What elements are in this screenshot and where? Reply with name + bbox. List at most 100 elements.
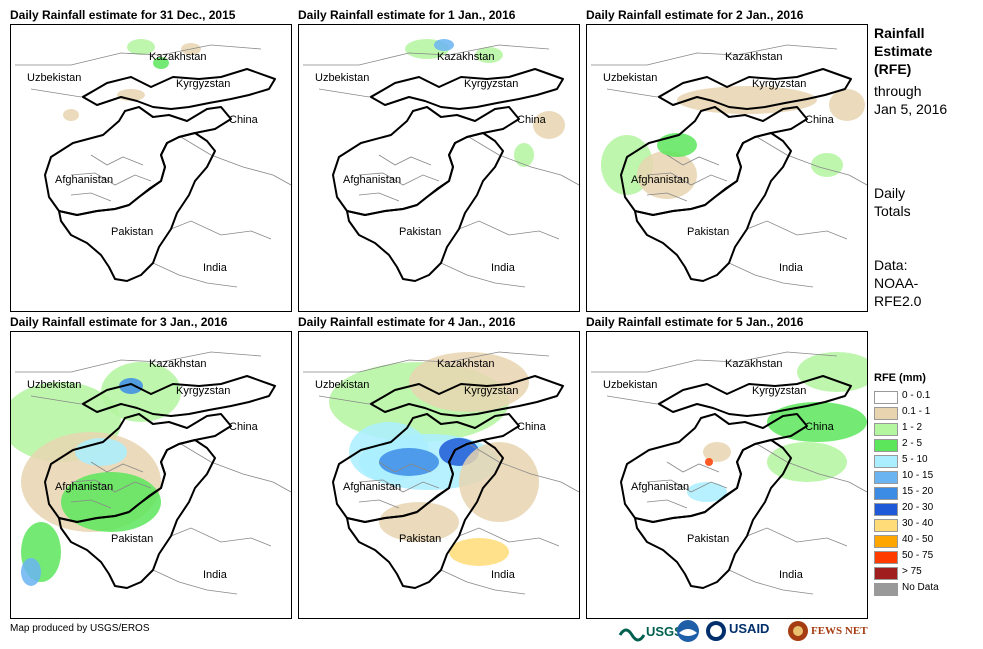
rainfall-area bbox=[657, 133, 697, 157]
pakistan-outline bbox=[58, 439, 216, 589]
legend-swatch bbox=[874, 583, 898, 596]
kyrgyzstan-tajikistan-outline bbox=[370, 375, 564, 417]
country-label-uzbekistan: Uzbekistan bbox=[315, 379, 370, 391]
country-label-uzbekistan: Uzbekistan bbox=[603, 379, 658, 391]
rfe-title-3: (RFE) bbox=[874, 61, 912, 77]
fews-net-logo: FEWS NET bbox=[788, 619, 868, 643]
map-canvas bbox=[591, 44, 867, 288]
noaa-logo bbox=[676, 619, 702, 643]
totals-label: Totals bbox=[874, 203, 911, 219]
rainfall-area bbox=[829, 89, 865, 121]
legend-swatch bbox=[874, 391, 898, 404]
rainfall-area bbox=[703, 442, 731, 462]
legend-swatch bbox=[874, 567, 898, 580]
admin-boundary bbox=[378, 154, 432, 166]
through-label: through bbox=[874, 83, 922, 99]
rainfall-area bbox=[449, 538, 509, 566]
kyrgyzstan-tajikistan-outline bbox=[658, 375, 852, 417]
admin-boundary bbox=[440, 262, 526, 288]
rainfall-area bbox=[811, 153, 843, 177]
country-label-pakistan: Pakistan bbox=[111, 533, 154, 545]
country-label-uzbekistan: Uzbekistan bbox=[603, 72, 658, 84]
panel-title: Daily Rainfall estimate for 4 Jan., 2016 bbox=[298, 315, 516, 329]
pakistan-outline bbox=[634, 132, 792, 282]
rainfall-map: Kazakhstan Uzbekistan Kyrgyzstan China Afgha… bbox=[586, 331, 868, 619]
kyrgyzstan-tajikistan-outline bbox=[82, 68, 276, 110]
admin-boundary bbox=[646, 172, 728, 186]
legend-swatch bbox=[874, 471, 898, 484]
rainfall-panel: Daily Rainfall estimate for 4 Jan., 2016… bbox=[298, 315, 584, 619]
rainfall-map: Kazakhstan Uzbekistan Kyrgyzstan China Afgha… bbox=[10, 24, 292, 312]
fews-net-logo-mark: FEWS NET bbox=[788, 621, 868, 641]
admin-boundary bbox=[358, 499, 400, 509]
legend-swatch bbox=[874, 439, 898, 452]
fews-net-logo-text: FEWS NET bbox=[811, 625, 868, 637]
admin-boundary bbox=[15, 44, 262, 66]
rainfall-area bbox=[797, 352, 867, 392]
usgs-logo-text: USGS bbox=[646, 624, 683, 639]
admin-boundary bbox=[591, 44, 838, 66]
legend-label: 0 - 0.1 bbox=[902, 390, 931, 401]
pakistan-outline bbox=[634, 439, 792, 589]
admin-boundary bbox=[378, 461, 432, 473]
country-label-china: China bbox=[517, 421, 546, 433]
panel-title: Daily Rainfall estimate for 31 Dec., 201… bbox=[10, 8, 236, 22]
admin-boundary bbox=[646, 479, 728, 493]
country-label-china: China bbox=[805, 114, 834, 126]
rainfall-panel: Daily Rainfall estimate for 31 Dec., 201… bbox=[10, 8, 296, 312]
country-label-kyrgyzstan: Kyrgyzstan bbox=[176, 78, 231, 90]
usgs-logo-mark: USGS bbox=[618, 624, 683, 642]
legend-label: 0.1 - 1 bbox=[902, 406, 931, 417]
admin-boundary bbox=[756, 136, 867, 186]
map-canvas bbox=[11, 351, 291, 595]
rainfall-map: Kazakhstan Uzbekistan Kyrgyzstan China Afgha… bbox=[298, 24, 580, 312]
rainfall-area bbox=[767, 402, 867, 442]
country-label-kazakhstan: Kazakhstan bbox=[437, 51, 495, 63]
admin-boundary bbox=[756, 443, 867, 493]
admin-boundary bbox=[646, 192, 688, 202]
admin-boundary bbox=[666, 461, 720, 473]
country-label-india: India bbox=[779, 569, 803, 581]
admin-boundary bbox=[70, 192, 112, 202]
panel-title: Daily Rainfall estimate for 5 Jan., 2016 bbox=[586, 315, 804, 329]
admin-boundary bbox=[458, 527, 560, 547]
panel-title: Daily Rainfall estimate for 3 Jan., 2016 bbox=[10, 315, 228, 329]
usgs-logo: USGS bbox=[618, 619, 688, 643]
admin-boundary bbox=[646, 499, 688, 509]
rainfall-map: Kazakhstan Uzbekistan Kyrgyzstan China Afgha… bbox=[298, 331, 580, 619]
rainfall-area bbox=[21, 558, 41, 586]
country-label-uzbekistan: Uzbekistan bbox=[315, 72, 370, 84]
rainfall-area bbox=[637, 151, 697, 199]
rainfall-area bbox=[705, 458, 713, 466]
kyrgyzstan-tajikistan-outline bbox=[370, 68, 564, 110]
rainfall-area bbox=[409, 352, 529, 412]
rainfall-map: Kazakhstan Uzbekistan Kyrgyzstan China Afgha… bbox=[586, 24, 868, 312]
admin-boundary bbox=[303, 351, 550, 373]
country-label-afghanistan: Afghanistan bbox=[55, 481, 114, 493]
country-label-india: India bbox=[779, 262, 803, 274]
country-label-pakistan: Pakistan bbox=[111, 226, 154, 238]
country-label-kazakhstan: Kazakhstan bbox=[437, 358, 495, 370]
legend-label: 50 - 75 bbox=[902, 550, 934, 561]
admin-boundary bbox=[170, 220, 272, 240]
data-label: Data: bbox=[874, 257, 908, 273]
map-canvas bbox=[591, 351, 867, 595]
rainfall-area bbox=[127, 39, 155, 55]
country-label-pakistan: Pakistan bbox=[687, 533, 730, 545]
daily-label: Daily bbox=[874, 185, 906, 201]
rainfall-panel: Daily Rainfall estimate for 5 Jan., 2016… bbox=[586, 315, 872, 619]
country-label-kazakhstan: Kazakhstan bbox=[149, 358, 207, 370]
usaid-logo-mark: USAID bbox=[706, 621, 769, 641]
legend-label: 15 - 20 bbox=[902, 486, 934, 497]
country-label-kazakhstan: Kazakhstan bbox=[725, 51, 783, 63]
panel-title: Daily Rainfall estimate for 2 Jan., 2016 bbox=[586, 8, 804, 22]
country-label-kazakhstan: Kazakhstan bbox=[725, 358, 783, 370]
country-label-afghanistan: Afghanistan bbox=[343, 481, 402, 493]
admin-boundary bbox=[70, 479, 152, 493]
rainfall-area bbox=[533, 111, 565, 139]
rfe-title-2: Estimate bbox=[874, 43, 933, 59]
legend-label: 1 - 2 bbox=[902, 422, 923, 433]
country-label-india: India bbox=[491, 569, 515, 581]
usaid-logo-text: USAID bbox=[729, 621, 769, 636]
legend-label: 20 - 30 bbox=[902, 502, 934, 513]
